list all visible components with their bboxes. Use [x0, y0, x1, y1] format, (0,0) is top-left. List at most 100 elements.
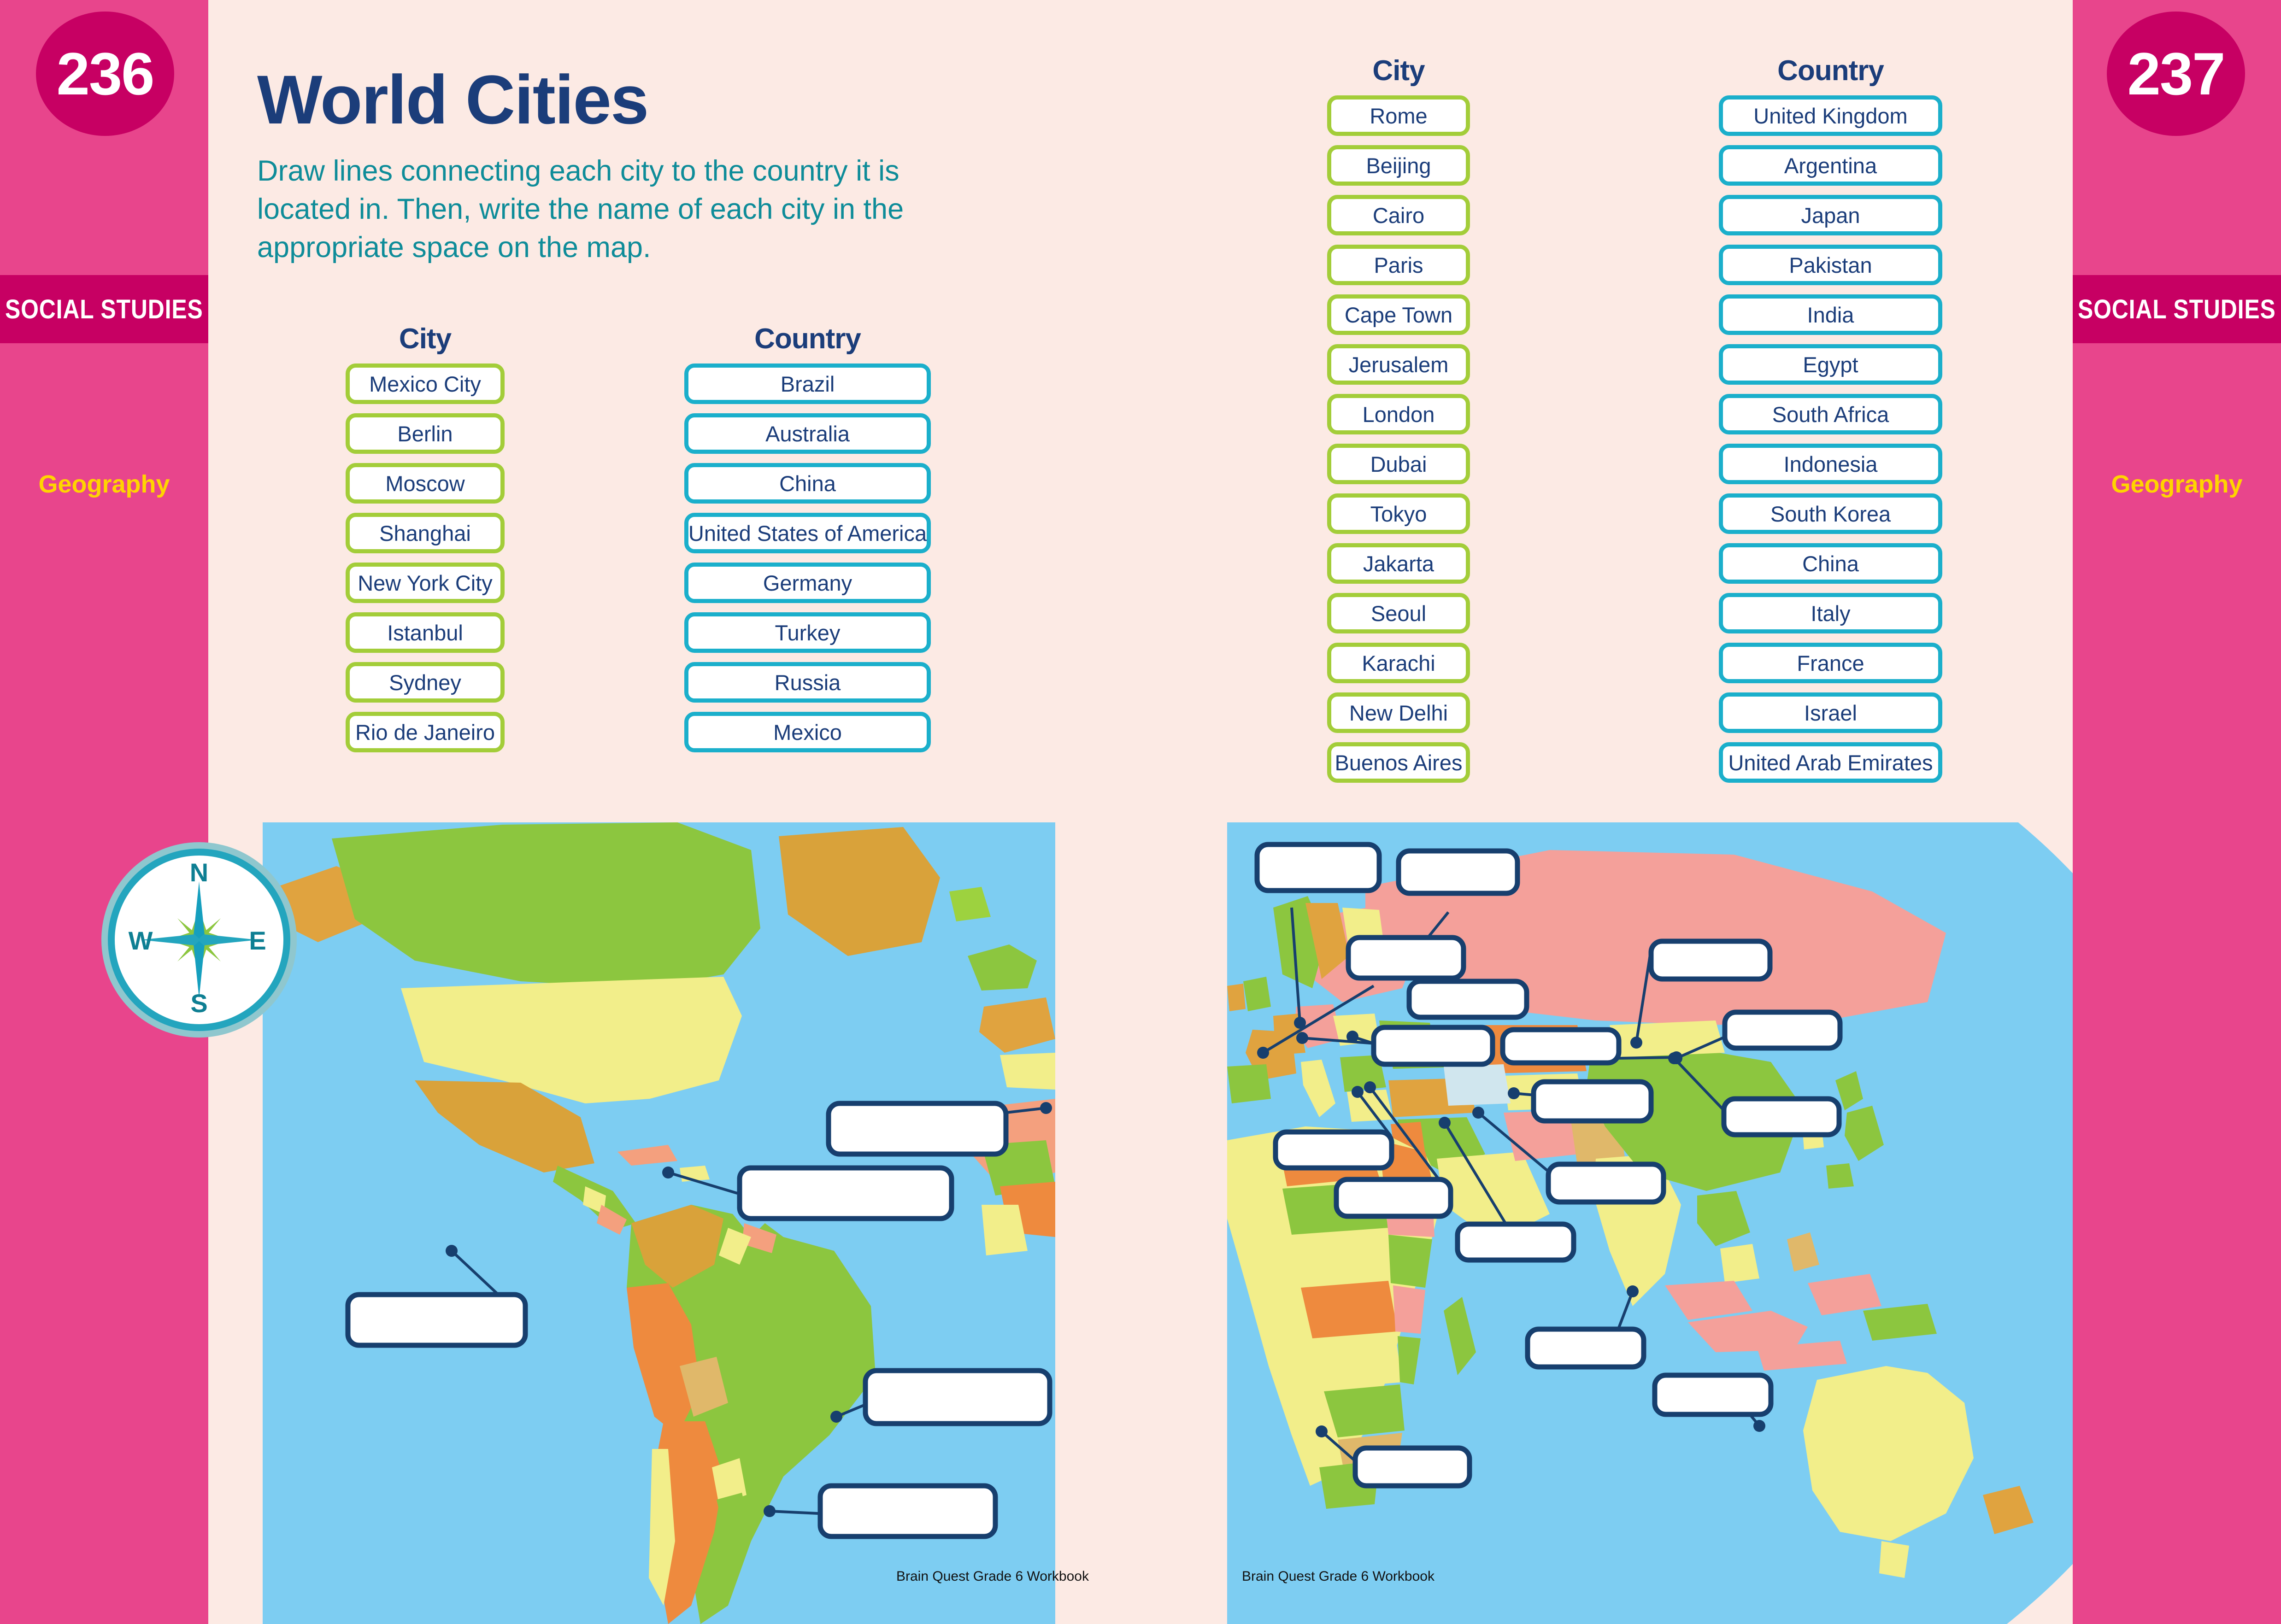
compass-east-label: E	[249, 926, 266, 955]
country-chip[interactable]: China	[1719, 543, 1942, 584]
bank-heading: City	[1372, 55, 1425, 87]
left-page-rail	[0, 0, 208, 1624]
right-world-map	[1227, 822, 2167, 1624]
footer-credit-right: Brain Quest Grade 6 Workbook	[1242, 1569, 1434, 1584]
answer-box	[1371, 1025, 1495, 1067]
bank-heading: City	[399, 323, 452, 355]
subject-band-left: SOCIAL STUDIES	[0, 275, 208, 343]
answer-box	[1455, 1221, 1576, 1263]
city-chip[interactable]: New Delhi	[1327, 692, 1470, 733]
page-title: World Cities	[257, 61, 649, 138]
city-chip[interactable]: Sydney	[346, 662, 505, 703]
city-chip[interactable]: Rio de Janeiro	[346, 712, 505, 752]
city-chip[interactable]: Buenos Aires	[1327, 742, 1470, 783]
answer-box	[1652, 1372, 1774, 1417]
compass-west-label: W	[129, 926, 153, 955]
city-chip[interactable]: Moscow	[346, 463, 505, 504]
answer-box	[863, 1368, 1052, 1426]
answer-box	[345, 1292, 528, 1348]
answer-box	[1254, 842, 1382, 893]
page-number-badge-left: 236	[36, 12, 174, 136]
answer-box	[1648, 938, 1773, 982]
country-chip[interactable]: China	[684, 463, 931, 504]
country-chip[interactable]: India	[1719, 294, 1942, 335]
left-world-map	[263, 822, 1055, 1624]
answer-box	[1722, 1009, 1843, 1051]
answer-box	[1500, 1027, 1622, 1066]
country-chip[interactable]: Russia	[684, 662, 931, 703]
right-city-bank: City Rome Beijing Cairo Paris Cape Town …	[1327, 54, 1470, 792]
country-chip[interactable]: Brazil	[684, 363, 931, 404]
country-chip[interactable]: United Arab Emirates	[1719, 742, 1942, 783]
country-chip[interactable]: Israel	[1719, 692, 1942, 733]
answer-box	[1273, 1129, 1394, 1171]
page-number: 236	[56, 40, 155, 107]
city-chip[interactable]: Karachi	[1327, 643, 1470, 683]
bank-heading: Country	[754, 323, 861, 355]
compass-south-label: S	[190, 989, 207, 1018]
instruction-text: Draw lines connecting each city to the c…	[257, 155, 904, 264]
country-chip[interactable]: Egypt	[1719, 344, 1942, 385]
answer-box	[826, 1101, 1009, 1157]
city-chip[interactable]: Seoul	[1327, 593, 1470, 633]
city-chip[interactable]: Cape Town	[1327, 294, 1470, 335]
right-map-answer-boxes	[1254, 842, 1843, 1489]
subject-band-right: SOCIAL STUDIES	[2073, 275, 2281, 343]
city-chip[interactable]: Paris	[1327, 245, 1470, 285]
country-chip[interactable]: Turkey	[684, 612, 931, 653]
answer-box	[1396, 848, 1520, 896]
answer-box	[1406, 979, 1529, 1020]
city-chip[interactable]: Mexico City	[346, 363, 505, 404]
compass-rose-icon: N E S W	[100, 841, 298, 1039]
city-chip[interactable]: Rome	[1327, 95, 1470, 136]
compass-north-label: N	[190, 858, 208, 887]
country-chip[interactable]: Australia	[684, 413, 931, 454]
right-page-rail	[2073, 0, 2281, 1624]
country-chip[interactable]: South Africa	[1719, 394, 1942, 434]
page-number: 237	[2127, 40, 2226, 107]
country-chip[interactable]: Italy	[1719, 593, 1942, 633]
country-chip[interactable]: France	[1719, 643, 1942, 683]
country-chip[interactable]: Pakistan	[1719, 245, 1942, 285]
answer-box	[1334, 1177, 1453, 1219]
city-chip[interactable]: Berlin	[346, 413, 505, 454]
country-chip[interactable]: Argentina	[1719, 145, 1942, 186]
right-country-bank: Country United Kingdom Argentina Japan P…	[1719, 54, 1942, 792]
left-country-bank: Country Brazil Australia China United St…	[684, 322, 931, 762]
left-city-bank: City Mexico City Berlin Moscow Shanghai …	[346, 322, 505, 762]
city-chip[interactable]: Tokyo	[1327, 493, 1470, 534]
footer-credit-left: Brain Quest Grade 6 Workbook	[896, 1569, 1089, 1584]
left-map-answer-boxes	[345, 1101, 1052, 1539]
city-chip[interactable]: Jerusalem	[1327, 344, 1470, 385]
answer-box	[817, 1483, 998, 1539]
city-chip[interactable]: Jakarta	[1327, 543, 1470, 584]
page-number-badge-right: 237	[2107, 12, 2245, 136]
country-chip[interactable]: United States of America	[684, 513, 931, 553]
city-chip[interactable]: New York City	[346, 563, 505, 603]
answer-box	[737, 1165, 954, 1221]
answer-box	[1531, 1079, 1654, 1124]
country-chip[interactable]: Mexico	[684, 712, 931, 752]
country-chip[interactable]: Germany	[684, 563, 931, 603]
subject-sub-left: Geography	[38, 470, 170, 498]
city-chip[interactable]: London	[1327, 394, 1470, 434]
subject-label: SOCIAL STUDIES	[5, 294, 203, 324]
subject-sub-right: Geography	[2111, 470, 2243, 498]
city-chip[interactable]: Istanbul	[346, 612, 505, 653]
city-chip[interactable]: Cairo	[1327, 195, 1470, 235]
country-chip[interactable]: United Kingdom	[1719, 95, 1942, 136]
country-chip[interactable]: South Korea	[1719, 493, 1942, 534]
country-chip[interactable]: Indonesia	[1719, 444, 1942, 484]
country-chip[interactable]: Japan	[1719, 195, 1942, 235]
city-chip[interactable]: Shanghai	[346, 513, 505, 553]
city-chip[interactable]: Beijing	[1327, 145, 1470, 186]
answer-box	[1546, 1161, 1666, 1205]
subject-label: SOCIAL STUDIES	[2078, 294, 2276, 324]
answer-box	[1525, 1326, 1646, 1370]
answer-box	[1352, 1445, 1472, 1489]
city-chip[interactable]: Dubai	[1327, 444, 1470, 484]
answer-box	[1721, 1096, 1842, 1137]
bank-heading: Country	[1777, 55, 1884, 87]
answer-box	[1346, 935, 1466, 981]
